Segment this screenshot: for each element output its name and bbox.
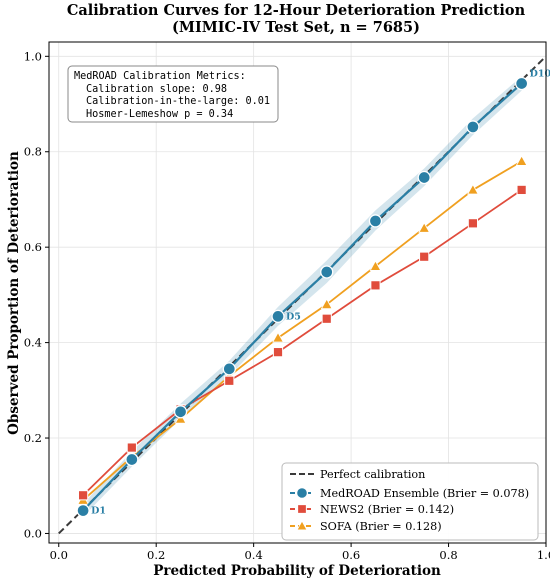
news2-data-point: [126, 442, 137, 453]
x-tick-label: 0.8: [439, 548, 457, 562]
metrics-line-citl: Calibration-in-the-large: 0.01: [86, 96, 270, 107]
news2-series-line: [82, 189, 523, 496]
news2-data-point: [370, 280, 381, 291]
decile-label: D1: [91, 506, 106, 517]
plot-area: D1 D5 D10 0.0 0.2 0.4 0.6 0.8 1.0 0.0 0.2 0.4 0.6 0.8…: [24, 41, 550, 562]
y-tick-label: 0.2: [24, 431, 42, 445]
sofa-data-point: [369, 260, 382, 271]
y-tick-label: 0.6: [24, 240, 42, 254]
decile-label: D10: [530, 69, 550, 80]
medroad-data-point: [125, 452, 139, 467]
sofa-data-point: [272, 331, 284, 343]
legend-label-sofa: SOFA (Brier = 0.128): [320, 520, 442, 533]
medroad-data-point: [173, 405, 188, 419]
medroad-data-point: [466, 120, 480, 134]
y-tick-label: 0.8: [24, 145, 42, 159]
news2-data-point: [224, 375, 235, 386]
decile-label: D5: [286, 311, 301, 322]
x-tick-label: 0.6: [342, 548, 360, 562]
sofa-data-point: [320, 298, 333, 309]
legend-marker-medroad: [295, 486, 309, 500]
legend: Perfect calibration MedROAD Ensemble (Br…: [281, 462, 539, 541]
legend-marker-news2: [297, 504, 307, 514]
y-tick-label: 0.0: [24, 526, 42, 540]
legend-frame: [281, 462, 539, 541]
medroad-data-point: [368, 214, 383, 228]
sofa-series-line: [82, 160, 523, 501]
legend-marker-sofa: [296, 520, 308, 531]
sofa-data-point: [174, 412, 187, 424]
news2-data-point: [321, 313, 332, 324]
x-tick-label: 0.2: [147, 548, 165, 562]
news2-data-point: [467, 218, 479, 229]
sofa-data-point: [515, 155, 528, 166]
y-axis-label: Observed Proportion of Deterioration: [6, 151, 22, 435]
medroad-data-point: [417, 170, 431, 185]
metrics-box-title: MedROAD Calibration Metrics:: [74, 71, 246, 82]
x-tick-label: 0.4: [244, 548, 262, 562]
x-tick-label: 1.0: [537, 548, 550, 562]
chart-title-line2: (MIMIC-IV Test Set, n = 7685): [172, 19, 420, 36]
sofa-data-point: [418, 222, 431, 233]
legend-label-medroad: MedROAD Ensemble (Brier = 0.078): [320, 487, 529, 500]
y-tick-label: 0.4: [24, 336, 42, 350]
medroad-data-point: [320, 265, 334, 279]
sofa-data-point: [467, 183, 479, 195]
medroad-data-point: [76, 503, 90, 518]
chart-title-line1: Calibration Curves for 12-Hour Deteriora…: [67, 2, 526, 19]
legend-label-perfect: Perfect calibration: [320, 468, 425, 481]
y-tick-label: 1.0: [24, 49, 42, 63]
medroad-data-point: [222, 362, 236, 376]
plot-frame: [48, 41, 547, 544]
news2-data-point: [78, 490, 89, 501]
metrics-box-frame: [67, 65, 279, 123]
news2-data-point: [516, 184, 527, 196]
medroad-data-point: [271, 309, 285, 323]
x-tick-label: 0.0: [50, 548, 68, 562]
news2-data-point: [419, 251, 430, 262]
news2-data-point: [272, 347, 284, 358]
medroad-series-line: [82, 82, 523, 512]
x-axis-label: Predicted Probability of Deterioration: [153, 563, 441, 579]
metrics-box: MedROAD Calibration Metrics: Calibration…: [67, 65, 279, 123]
medroad-data-point: [515, 76, 529, 91]
legend-label-news2: NEWS2 (Brier = 0.142): [320, 503, 454, 516]
metrics-line-hl: Hosmer-Lemeshow p = 0.34: [86, 109, 233, 120]
metrics-line-slope: Calibration slope: 0.98: [86, 84, 227, 95]
perfect-calibration-line: [58, 55, 547, 535]
